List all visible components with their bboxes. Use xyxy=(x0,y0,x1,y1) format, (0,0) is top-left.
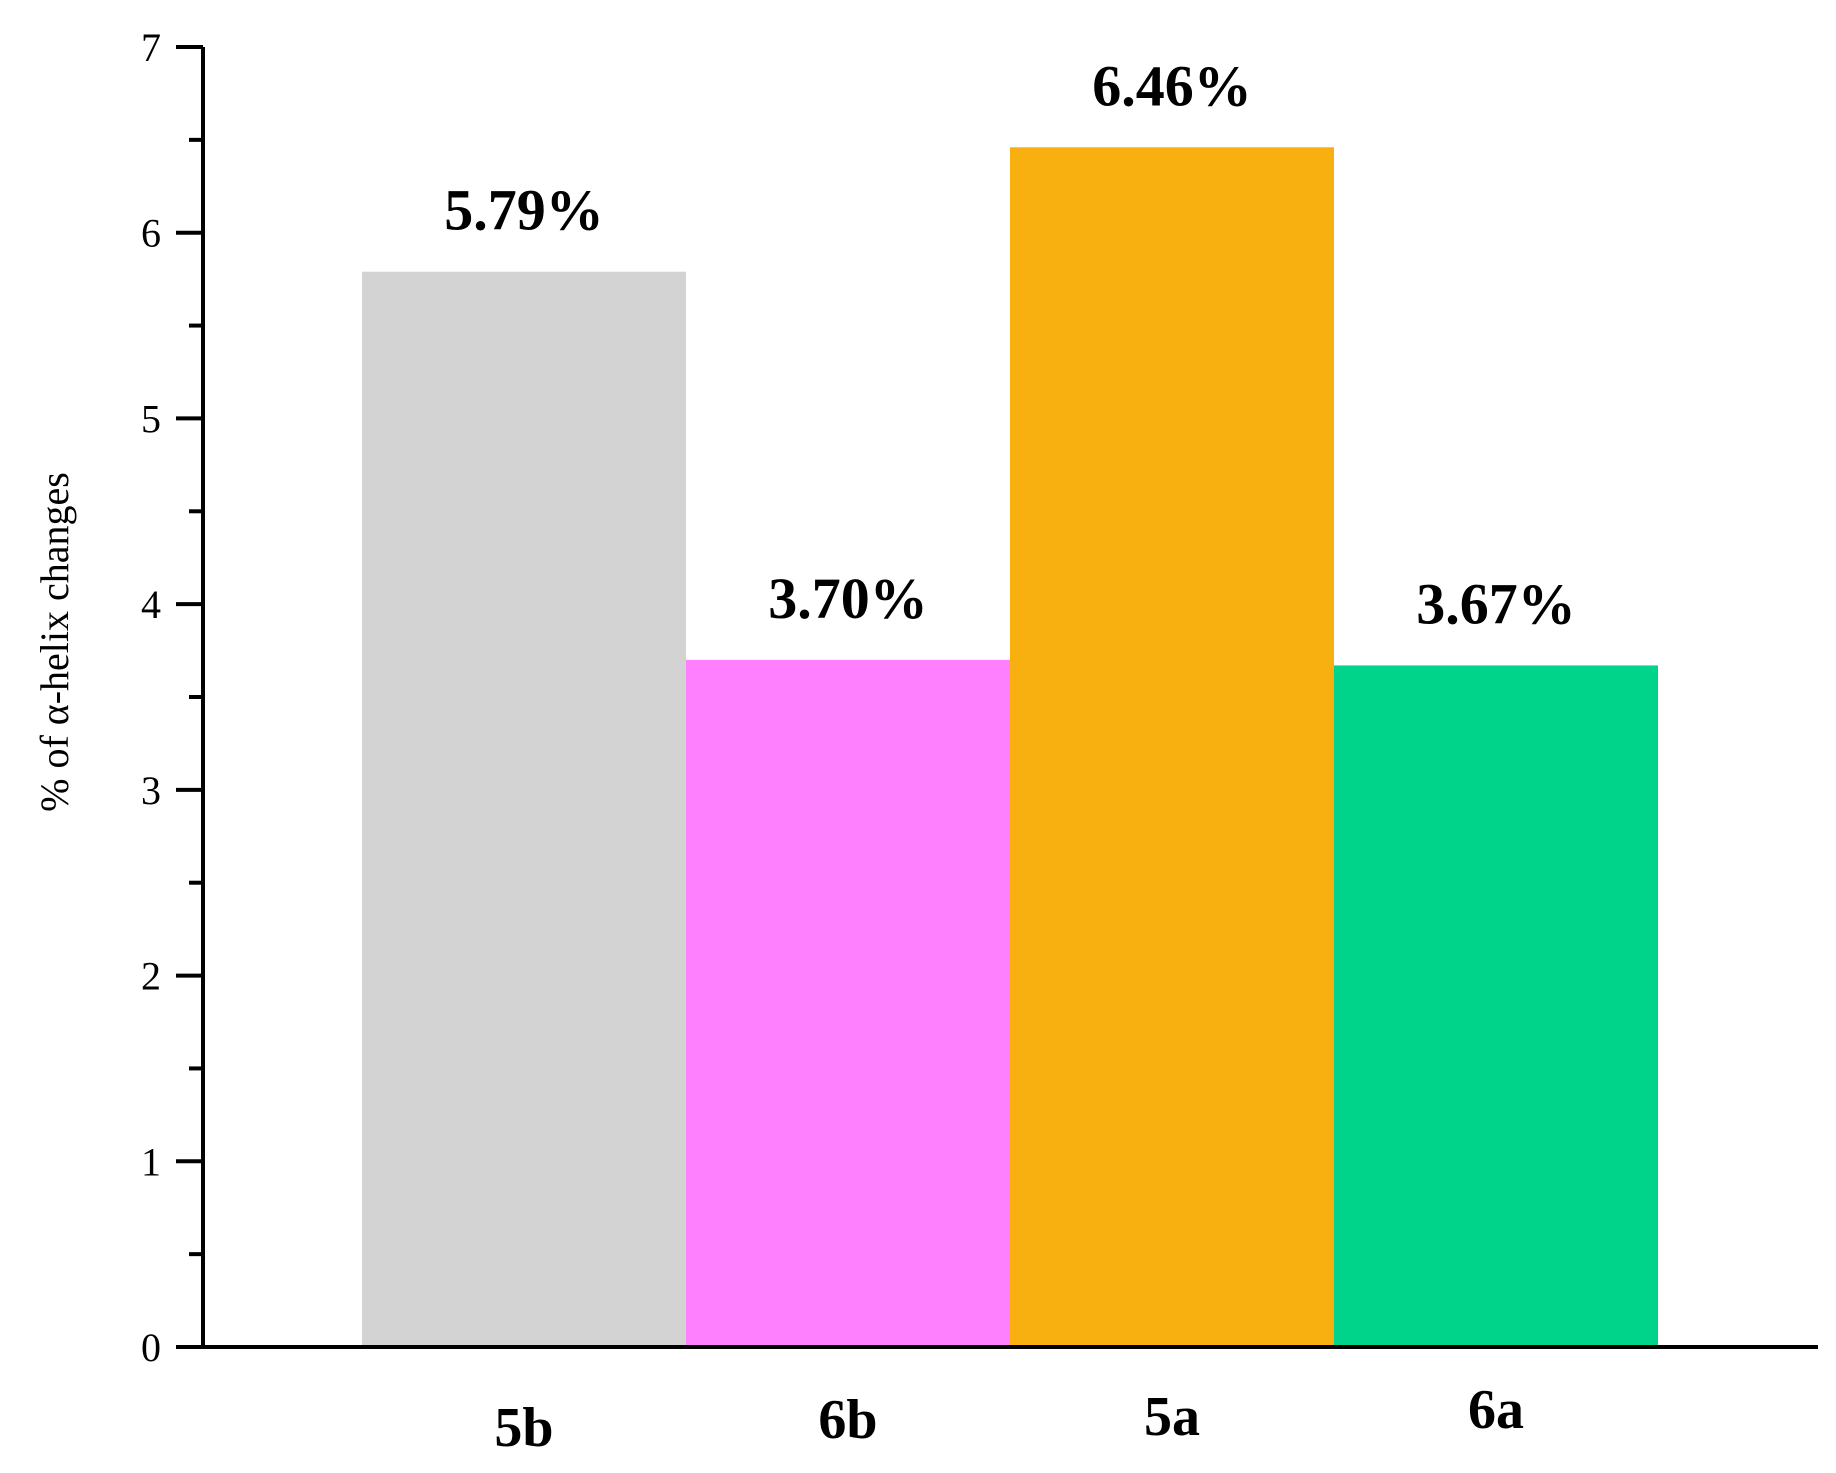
y-tick-label: 1 xyxy=(141,1139,161,1184)
bar-5b xyxy=(362,271,686,1347)
y-tick-label: 0 xyxy=(141,1325,161,1370)
y-tick-label: 4 xyxy=(141,582,161,627)
y-tick-label: 5 xyxy=(141,396,161,441)
y-tick-label: 6 xyxy=(141,211,161,256)
x-tick-label-6b: 6b xyxy=(818,1389,877,1451)
data-labels-layer: 5.79% 3.70% 6.46% 3.67% xyxy=(444,53,1576,636)
x-tick-label-6a: 6a xyxy=(1468,1379,1524,1441)
data-label-5a: 6.46% xyxy=(1092,53,1252,118)
bars-layer xyxy=(362,147,1658,1347)
bar-5a xyxy=(1010,147,1334,1347)
y-tick-label: 7 xyxy=(141,25,161,70)
bar-6b xyxy=(686,659,1010,1347)
bar-6a xyxy=(1334,665,1658,1347)
axes-layer: 5b 6b 5a 6a 0 1 2 3 4 5 6 7 xyxy=(141,25,1818,1459)
y-axis-label: % of α-helix changes xyxy=(32,472,77,812)
x-tick-label-5a: 5a xyxy=(1144,1386,1200,1448)
x-tick-label-5b: 5b xyxy=(494,1397,553,1459)
y-tick-label: 3 xyxy=(141,768,161,813)
data-label-6a: 3.67% xyxy=(1416,571,1576,636)
data-label-6b: 3.70% xyxy=(768,566,928,631)
y-tick-label: 2 xyxy=(141,954,161,999)
data-label-5b: 5.79% xyxy=(444,178,604,243)
